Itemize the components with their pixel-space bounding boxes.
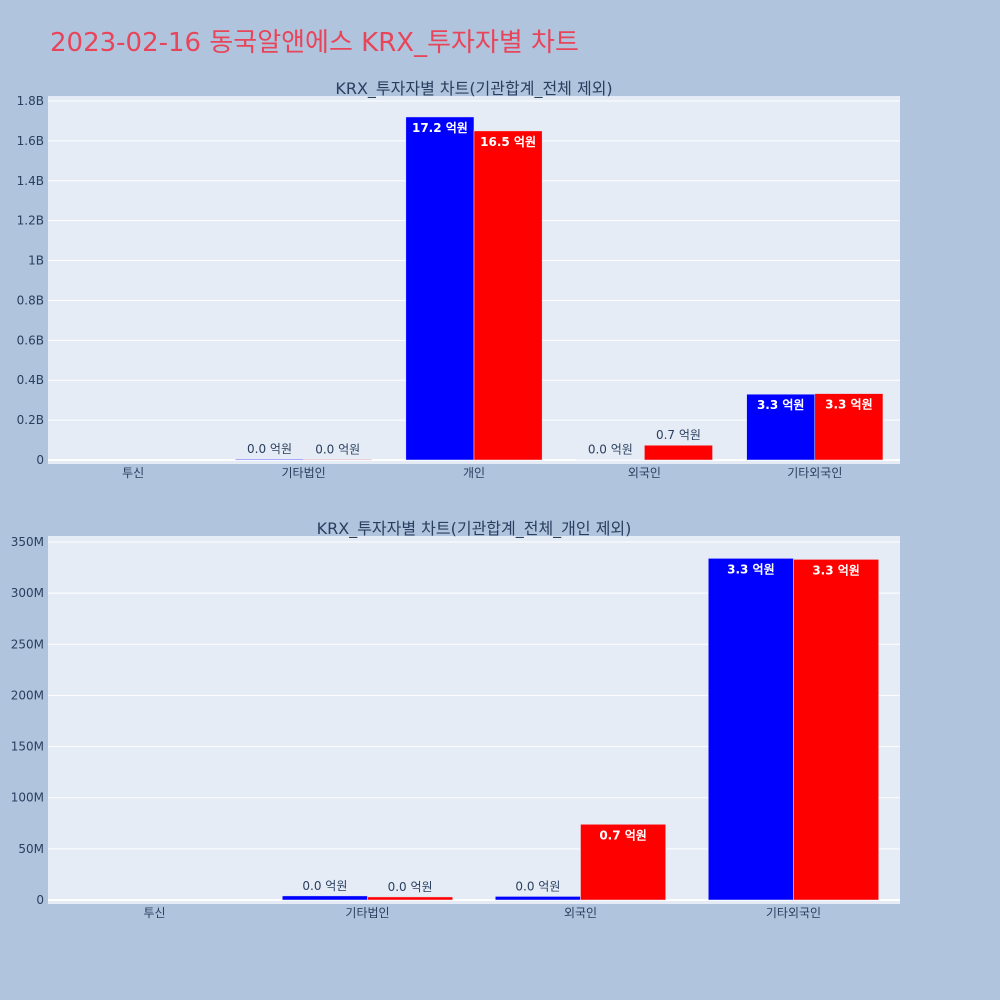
data-label: 0.0 억원 [515,879,560,893]
x-tick-label: 기타법인 [345,906,389,920]
bar [580,824,666,901]
bar [793,559,879,901]
y-tick-label: 50M [18,842,44,856]
y-tick-label: 100M [11,791,44,805]
y-tick-label: 0.8B [17,293,44,307]
y-tick-label: 1.4B [17,174,44,188]
y-tick-label: 1.2B [17,214,44,228]
data-label: 16.5 억원 [480,135,536,149]
chart-1: KRX_투자자별 차트(기관합계_전체 제외) 0 0.2B 0.4B 0.6B 0.8B… [17,79,900,480]
x-tick-label: 기타외국인 [787,466,842,480]
y-tick-label: 0.2B [17,413,44,427]
data-label: 3.3 억원 [757,398,805,412]
x-tick-label: 투신 [122,466,144,480]
data-label: 3.3 억원 [727,562,775,576]
data-label: 0.0 억원 [302,879,347,893]
bar [367,896,453,901]
y-tick-label: 250M [11,637,44,651]
bar [495,896,581,901]
y-tick-label: 1B [28,254,44,268]
y-tick-label: 0 [36,453,44,467]
y-tick-label: 1.8B [17,94,44,108]
x-tick-label: 기타법인 [282,466,326,480]
bar [814,393,884,461]
y-tick-label: 0 [36,893,44,907]
y-tick-label: 0.6B [17,333,44,347]
y-tick-label: 1.6B [17,134,44,148]
y-tick-label: 200M [11,688,44,702]
x-tick-label: 개인 [463,466,485,480]
y-tick-label: 0.4B [17,373,44,387]
y-tick-label: 300M [11,586,44,600]
bar [303,459,373,461]
chart-2: KRX_투자자별 차트(기관합계_전체_개인 제외) 0 50M 100M 150M 20… [11,519,900,920]
chart-title: KRX_투자자별 차트(기관합계_전체_개인 제외) [317,519,632,539]
x-tick-label: 투신 [143,906,165,920]
data-label: 3.3 억원 [825,398,873,412]
bar [746,393,816,461]
data-label: 0.7 억원 [656,428,701,442]
bar [282,895,368,901]
y-tick-label: 350M [11,535,44,549]
page-title: 2023-02-16 동국알앤에스 KRX_투자자별 차트 [50,28,579,58]
y-tick-label: 150M [11,740,44,754]
data-label: 0.7 억원 [599,828,647,842]
data-label: 0.0 억원 [388,880,433,894]
x-tick-label: 외국인 [564,906,597,920]
x-tick-label: 외국인 [628,466,661,480]
data-label: 3.3 억원 [812,563,860,577]
x-tick-label: 기타외국인 [766,906,821,920]
data-label: 0.0 억원 [315,442,360,456]
data-label: 17.2 억원 [412,121,468,135]
bar [405,116,475,461]
data-label: 0.0 억원 [588,443,633,457]
data-label: 0.0 억원 [247,442,292,456]
bar [473,130,543,461]
bar [708,558,794,901]
bar [235,458,304,461]
chart-title: KRX_투자자별 차트(기관합계_전체 제외) [335,79,612,99]
bar [644,444,713,461]
